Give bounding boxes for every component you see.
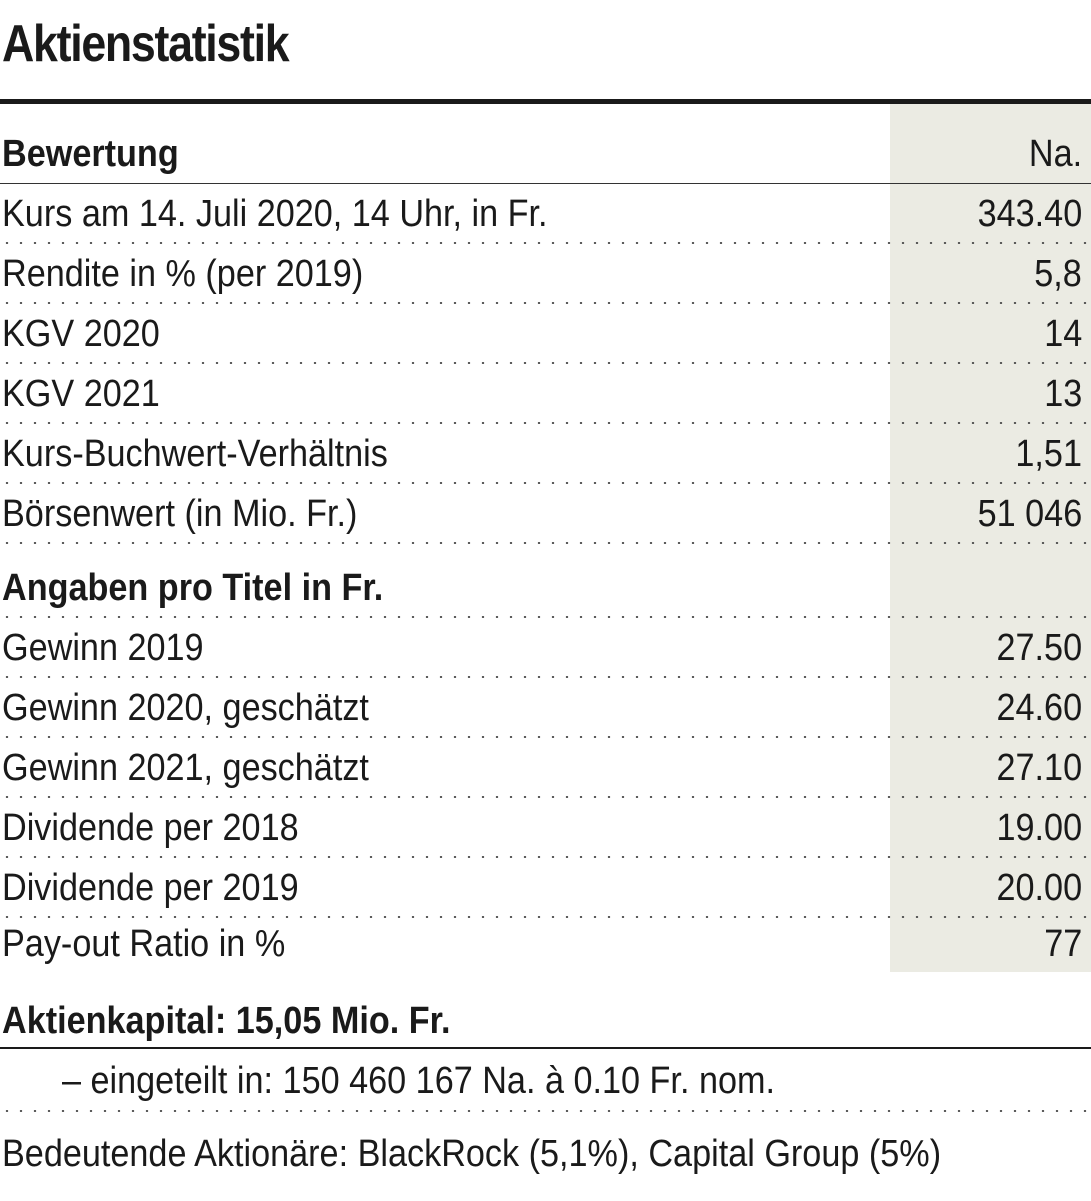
page-title: Aktienstatistik [2,15,290,73]
table-row: Börsenwert (in Mio. Fr.) 51 046 [0,484,1091,544]
row-label: Kurs-Buchwert-Verhältnis [2,433,388,475]
row-value: 20.00 [996,867,1082,909]
row-value: 1,51 [1015,433,1082,475]
table-row: KGV 2020 14 [0,304,1091,364]
row-label: KGV 2021 [2,373,160,415]
row-value: 13 [1043,373,1082,415]
section-title: Angaben pro Titel in Fr. [2,567,384,609]
major-shareholders: Bedeutende Aktionäre: BlackRock (5,1%), … [2,1133,942,1175]
table-row: Pay-out Ratio in % 77 [0,914,1091,974]
row-value: 343.40 [977,193,1082,235]
row-value: 5,8 [1034,253,1082,295]
row-value: 24.60 [996,687,1082,729]
row-label: Gewinn 2021, geschätzt [2,747,369,789]
table-row: Gewinn 2021, geschätzt 27.10 [0,738,1091,798]
title-divider [0,99,1091,104]
share-capital-heading: Aktienkapital: 15,05 Mio. Fr. [2,1000,451,1042]
row-label: Kurs am 14. Juli 2020, 14 Uhr, in Fr. [2,193,548,235]
section-title: Bewertung [2,133,179,175]
table-row: Gewinn 2019 27.50 [0,618,1091,678]
column-header: Na. [1028,133,1082,175]
share-capital-divider [0,1047,1091,1049]
row-label: Pay-out Ratio in % [2,923,286,965]
dotted-divider [0,1110,1091,1112]
row-value: 27.50 [996,627,1082,669]
table-row: Kurs-Buchwert-Verhältnis 1,51 [0,424,1091,484]
value-column-shade [890,104,1091,972]
share-capital-detail: – eingeteilt in: 150 460 167 Na. à 0.10 … [62,1060,775,1102]
table-row: Dividende per 2019 20.00 [0,858,1091,918]
table-row: Dividende per 2018 19.00 [0,798,1091,858]
row-value: 27.10 [996,747,1082,789]
row-label: Börsenwert (in Mio. Fr.) [2,493,358,535]
section-header-bewertung: Bewertung Na. [0,124,1091,184]
table-row: Kurs am 14. Juli 2020, 14 Uhr, in Fr. 34… [0,184,1091,244]
row-label: KGV 2020 [2,313,160,355]
row-label: Dividende per 2019 [2,867,299,909]
row-value: 14 [1043,313,1082,355]
row-label: Dividende per 2018 [2,807,299,849]
row-value: 77 [1043,923,1082,965]
row-value: 19.00 [996,807,1082,849]
row-label: Rendite in % (per 2019) [2,253,364,295]
row-label: Gewinn 2020, geschätzt [2,687,369,729]
table-row: Gewinn 2020, geschätzt 24.60 [0,678,1091,738]
section-header-angaben: Angaben pro Titel in Fr. [0,558,1091,618]
table-row: KGV 2021 13 [0,364,1091,424]
row-label: Gewinn 2019 [2,627,204,669]
row-value: 51 046 [977,493,1082,535]
table-row: Rendite in % (per 2019) 5,8 [0,244,1091,304]
